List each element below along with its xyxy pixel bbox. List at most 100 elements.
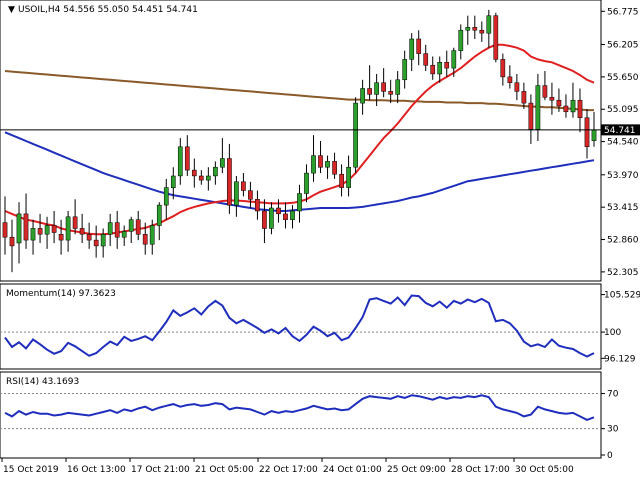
price-tick-label: 54.540 xyxy=(607,138,639,148)
candle-body xyxy=(297,193,302,212)
candle-body xyxy=(514,82,520,92)
price-tick-label: 56.775 xyxy=(607,7,639,17)
candle-body xyxy=(493,15,499,60)
candle-body xyxy=(535,85,541,130)
candle-body xyxy=(472,27,478,31)
candle-body xyxy=(65,216,71,241)
rsi-tick-label: 30 xyxy=(607,425,619,435)
candle-body xyxy=(563,105,569,113)
candle-body xyxy=(465,27,471,31)
candle-body xyxy=(37,228,43,235)
momentum-tick-label: 96.129 xyxy=(604,354,636,364)
rsi-line xyxy=(4,394,595,421)
candle-body xyxy=(577,99,583,118)
time-tick-label: 30 Oct 05:00 xyxy=(515,465,574,475)
candle-body xyxy=(444,62,450,69)
rsi-title: RSI(14) 43.1693 xyxy=(6,377,79,387)
rsi-panel-frame xyxy=(0,371,602,459)
candle-body xyxy=(51,225,57,233)
candle-body xyxy=(170,175,176,188)
candle-body xyxy=(100,234,106,247)
sma-slow-line xyxy=(4,70,594,112)
candle-body xyxy=(486,15,492,34)
candle-body xyxy=(318,155,323,168)
time-axis: 15 Oct 2019 16 Oct 13:00 17 Oct 21:00 21 Oc… xyxy=(1,458,574,475)
current-price-tag-bg xyxy=(601,124,640,136)
candle-body xyxy=(437,62,443,75)
price-axis-ticks: 56.775 56.205 55.650 55.095 54.540 53.970 53.4… xyxy=(601,7,639,278)
momentum-line-group xyxy=(4,294,595,358)
candle-body xyxy=(325,161,330,168)
candle-body xyxy=(135,219,141,235)
candle-body xyxy=(360,88,365,104)
price-tick-label: 56.205 xyxy=(607,41,639,51)
current-price-label: 54.741 xyxy=(604,126,636,136)
candle-body xyxy=(128,219,134,232)
time-tick-label: 16 Oct 13:00 xyxy=(67,465,126,475)
price-tick-label: 55.095 xyxy=(607,105,639,115)
candle-body xyxy=(9,236,15,247)
candle-body xyxy=(283,213,288,220)
candle-body xyxy=(591,129,597,141)
rsi-level-lines xyxy=(0,393,601,430)
time-tick-label: 15 Oct 2019 xyxy=(3,465,59,475)
candle-body xyxy=(304,172,309,194)
candle-body xyxy=(395,79,401,95)
candle-body xyxy=(353,102,358,168)
candle-body xyxy=(44,225,50,235)
candle-body xyxy=(16,213,22,244)
candle-body xyxy=(241,181,246,191)
candle-body xyxy=(72,216,78,229)
price-tick-label: 55.650 xyxy=(607,73,639,83)
candle-body xyxy=(500,59,506,78)
candle-body xyxy=(255,199,260,212)
candle-body xyxy=(198,175,204,181)
candle-body xyxy=(269,207,274,229)
candle-body xyxy=(107,222,113,235)
momentum-line xyxy=(4,294,595,358)
time-tick-label: 24 Oct 01:00 xyxy=(323,465,382,475)
rsi-tick-label: 70 xyxy=(607,390,619,400)
candle-body xyxy=(346,166,351,188)
candle-body xyxy=(93,239,99,247)
candle-body xyxy=(114,222,120,238)
time-tick-label: 25 Oct 09:00 xyxy=(387,465,446,475)
price-tick-label: 52.860 xyxy=(607,236,639,246)
price-panel-title: USOIL,H4 54.556 55.050 54.451 54.741 xyxy=(18,5,198,15)
sma-slow-line-group xyxy=(4,70,594,112)
candle-body xyxy=(381,82,386,92)
rsi-line-group xyxy=(4,394,595,421)
candle-body xyxy=(402,59,408,81)
candle-body xyxy=(416,38,422,54)
time-tick-label: 17 Oct 21:00 xyxy=(131,465,190,475)
candle-body xyxy=(479,29,485,34)
symbol-dropdown-icon[interactable]: ▼ xyxy=(8,5,15,15)
candle-body xyxy=(205,175,211,181)
momentum-title: Momentum(14) 97.3623 xyxy=(6,289,116,299)
candle-body xyxy=(423,53,429,66)
candle-body xyxy=(367,88,372,95)
candle-body xyxy=(86,234,92,241)
momentum-panel-frame xyxy=(0,283,602,370)
candle-body xyxy=(430,64,436,75)
price-tick-label: 52.305 xyxy=(607,268,639,278)
candle-body xyxy=(191,169,197,177)
candle-body xyxy=(156,204,162,226)
candle-body xyxy=(521,91,527,104)
candle-body xyxy=(528,102,534,130)
time-tick-label: 22 Oct 17:00 xyxy=(259,465,318,475)
candle-body xyxy=(58,234,64,241)
candle-body xyxy=(177,146,183,177)
candle-body xyxy=(142,234,148,245)
candle-body xyxy=(570,99,576,113)
price-panel-frame xyxy=(0,0,602,282)
price-tick-label: 53.415 xyxy=(607,203,639,213)
rsi-panel: 70 30 0 RSI(14) 43.1693 xyxy=(0,371,619,461)
candle-body xyxy=(184,146,190,171)
candle-body xyxy=(458,29,464,51)
candle-body xyxy=(227,158,232,206)
